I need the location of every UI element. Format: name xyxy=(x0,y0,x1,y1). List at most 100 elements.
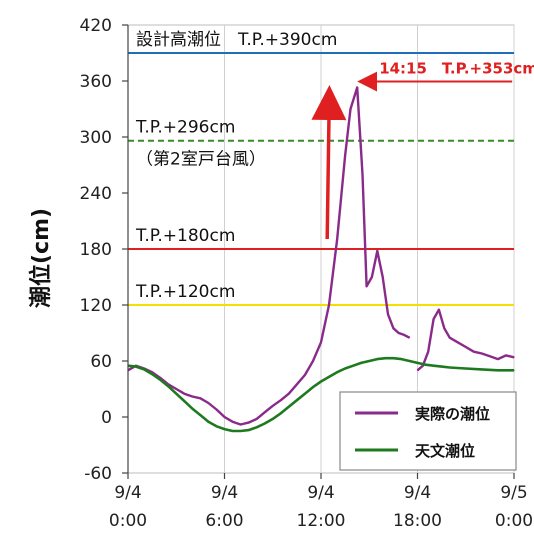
data-point xyxy=(443,327,445,329)
data-point xyxy=(497,358,499,360)
data-point xyxy=(159,379,161,381)
data-point xyxy=(432,318,435,320)
x-tick-label-date: 9/4 xyxy=(114,483,141,503)
data-point xyxy=(382,276,384,278)
data-point xyxy=(408,360,411,362)
data-point xyxy=(207,421,210,423)
data-point xyxy=(392,327,394,329)
data-point xyxy=(231,421,234,423)
y-tick-label: -60 xyxy=(84,464,112,484)
data-point xyxy=(280,412,282,414)
data-point xyxy=(288,393,290,395)
data-point xyxy=(371,276,373,278)
data-point xyxy=(328,376,330,378)
data-point xyxy=(361,173,364,175)
data-point xyxy=(312,360,314,362)
data-point xyxy=(151,373,153,375)
data-point xyxy=(356,86,358,89)
data-point xyxy=(424,364,427,366)
legend-label-astronomical: 天文潮位 xyxy=(415,442,475,460)
reference-line-label: T.P.+180cm xyxy=(135,226,235,246)
series-line-actual xyxy=(127,86,411,426)
y-tick-label: 420 xyxy=(80,16,112,36)
data-point xyxy=(288,406,290,408)
data-point xyxy=(231,430,234,432)
data-point xyxy=(398,332,400,334)
data-point xyxy=(481,352,483,355)
x-tick-label-date: 9/4 xyxy=(307,483,334,503)
data-point xyxy=(376,358,378,360)
data-point xyxy=(449,337,451,339)
data-point xyxy=(392,357,394,359)
data-point xyxy=(387,313,389,315)
x-tick-label-time: 0:00 xyxy=(495,511,533,531)
data-point xyxy=(280,399,282,401)
data-point xyxy=(215,425,218,427)
y-tick-label: 60 xyxy=(90,352,112,372)
data-point xyxy=(352,365,354,367)
data-point xyxy=(223,428,226,430)
data-point xyxy=(264,411,266,413)
reference-line-label: T.P.+120cm xyxy=(135,282,235,302)
x-tick-label-date: 9/5 xyxy=(500,483,527,503)
x-tick-label-date: 9/4 xyxy=(211,483,238,503)
data-point xyxy=(465,367,467,370)
data-point xyxy=(349,108,352,110)
peak-annotation-label: 14:15 T.P.+353cm xyxy=(379,60,534,78)
data-point xyxy=(416,362,419,364)
reference-line-sublabel: （第2室戸台風） xyxy=(136,150,266,170)
y-tick-label: 360 xyxy=(80,72,112,92)
data-point xyxy=(438,309,440,311)
data-point xyxy=(183,400,185,402)
data-point xyxy=(272,418,274,420)
data-point xyxy=(304,393,306,395)
data-point xyxy=(336,239,338,241)
data-point xyxy=(376,250,378,252)
legend: 実際の潮位 天文潮位 xyxy=(339,391,517,471)
data-point xyxy=(312,386,314,388)
data-point xyxy=(328,304,330,306)
data-point xyxy=(481,368,483,370)
data-point xyxy=(336,371,338,373)
data-point xyxy=(248,422,250,424)
x-tick-label-time: 6:00 xyxy=(205,511,243,531)
data-point xyxy=(457,341,459,343)
data-point xyxy=(513,369,515,371)
legend-label-actual: 実際の潮位 xyxy=(415,405,490,423)
data-point xyxy=(449,366,451,369)
data-point xyxy=(248,429,250,431)
data-point xyxy=(403,334,405,336)
reference-line-label: 設計高潮位 T.P.+390cm xyxy=(136,30,337,50)
x-tick-label-time: 18:00 xyxy=(393,511,442,531)
data-point xyxy=(264,422,266,425)
data-point xyxy=(432,365,435,367)
legend-box xyxy=(339,391,517,471)
data-point xyxy=(408,337,411,339)
data-point xyxy=(207,402,210,404)
reference-line-label: T.P.+296cm xyxy=(135,118,235,138)
data-point xyxy=(384,357,386,359)
y-tick-label: 240 xyxy=(80,184,112,204)
data-point xyxy=(505,354,507,356)
data-point xyxy=(215,408,218,411)
data-point xyxy=(320,341,322,343)
data-point xyxy=(175,388,177,390)
data-point xyxy=(191,395,193,398)
data-point xyxy=(256,426,258,428)
data-point xyxy=(183,393,185,395)
data-point xyxy=(320,380,322,383)
y-tick-label: 300 xyxy=(80,128,112,148)
y-tick-label: 120 xyxy=(80,296,112,316)
data-point xyxy=(465,346,467,348)
data-point xyxy=(296,383,298,385)
data-point xyxy=(239,423,242,426)
y-axis-label: 潮位(cm) xyxy=(28,208,54,308)
data-point xyxy=(497,369,499,371)
data-point xyxy=(513,356,515,358)
x-tick-label-date: 9/4 xyxy=(404,483,431,503)
data-point xyxy=(239,430,242,432)
data-point xyxy=(368,360,370,362)
data-point xyxy=(344,367,346,370)
data-point xyxy=(427,351,429,353)
